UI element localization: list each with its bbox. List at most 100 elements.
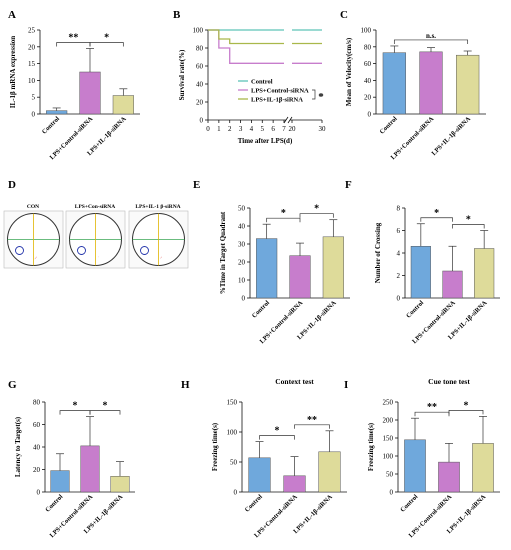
bar-0 (46, 110, 68, 115)
panel-I: Cue tone test 0 50 100 150 200 250 Freezing tim… (367, 377, 500, 539)
y-tick-label: 40 (238, 223, 246, 231)
significance-bracket-1 (89, 42, 124, 47)
legend-label-2: LPS+IL-1β-siRNA (251, 97, 303, 104)
y-tick-label: 100 (193, 27, 204, 35)
y-tick-label: 0 (242, 295, 246, 303)
x-tick-label: 6 (271, 125, 275, 133)
significance-label-1: ** (307, 415, 317, 426)
panel-letter-G: G (8, 379, 17, 391)
x-tick-label: 5 (261, 125, 265, 133)
panel-C: 0 20 40 60 80 100 Mean of Velocity(cm/s) Contro… (345, 27, 486, 161)
category-label-0: Control (244, 493, 264, 513)
y-tick-label: 60 (364, 60, 372, 68)
significance-label-1: * (104, 32, 109, 43)
y-tick-label: 80 (364, 43, 372, 51)
y-tick-label: 0 (32, 111, 36, 119)
panel-letter-E: E (193, 179, 200, 191)
category-label-0: Control (405, 299, 425, 319)
axis-break (287, 116, 293, 124)
y-tick-label: 6 (397, 227, 401, 235)
y-axis-label: %Time in Target Quadrant (219, 211, 227, 294)
y-tick-label: 30 (238, 241, 246, 249)
maze-swim-path-2 (160, 256, 162, 259)
y-axis-label: Freezing time(s) (211, 422, 219, 471)
x-tick-label: 0 (206, 125, 210, 133)
significance-bracket-0 (393, 39, 469, 44)
y-tick-label: 60 (33, 421, 41, 429)
x-tick-label: 4 (250, 125, 254, 133)
bar-2 (110, 476, 130, 493)
y-axis-label: Number of Crossing (374, 222, 382, 283)
maze-label-2: LPS+IL-1 β-siRNA (135, 204, 180, 210)
significance-label-0: * (434, 208, 439, 219)
panel-D: CON LPS+Con-siRNA LPS+IL-1 β-siRNA (3, 204, 189, 269)
bar-0 (410, 246, 431, 299)
bar-1 (438, 461, 460, 493)
y-tick-label: 8 (397, 205, 401, 213)
significance-label: * (318, 91, 324, 103)
bar-1 (419, 51, 443, 115)
category-label-2: LPS+IL-1β-siRNA (292, 493, 334, 535)
significance-bracket-1 (89, 410, 121, 415)
panel-letter-A: A (8, 9, 16, 21)
bar-2 (112, 95, 134, 115)
y-tick-label: 20 (364, 94, 372, 102)
significance-label-0: ** (427, 402, 437, 413)
panel-letter-B: B (173, 9, 181, 21)
y-tick-label: 150 (383, 435, 394, 443)
y-tick-label: 250 (383, 399, 394, 407)
x-tick-label: 2 (228, 125, 232, 133)
y-tick-label: 20 (238, 259, 246, 267)
y-axis-label: Latency to Target(s) (14, 416, 22, 477)
maze-platform-1 (77, 246, 86, 255)
y-tick-label: 50 (230, 459, 238, 467)
y-axis-label: Survival rate(%) (178, 49, 186, 100)
significance-bracket-0 (266, 217, 301, 223)
legend-label-0: Control (251, 79, 273, 86)
bar-2 (322, 236, 344, 299)
series-line-1 (208, 29, 322, 64)
y-tick-label: 80 (196, 45, 204, 53)
category-label-0: Control (44, 493, 64, 513)
y-tick-label: 0 (200, 117, 204, 125)
significance-label-1: * (103, 401, 108, 412)
maze-label-1: LPS+Con-siRNA (75, 204, 115, 210)
y-tick-label: 25 (28, 27, 36, 35)
bar-1 (289, 255, 311, 299)
significance-label-1: * (314, 204, 319, 215)
significance-bracket-1 (448, 410, 484, 415)
panel-letter-H: H (181, 379, 190, 391)
legend-bracket (312, 89, 316, 100)
series-line-2 (208, 29, 322, 45)
y-tick-label: 40 (33, 444, 41, 452)
chart-title: Context test (275, 377, 314, 386)
bar-0 (382, 52, 406, 115)
y-axis-label: Mean of Velocity(cm/s) (345, 37, 353, 106)
y-tick-label: 4 (397, 250, 401, 258)
maze-swim-path-0 (34, 256, 37, 260)
y-tick-label: 80 (33, 399, 41, 407)
y-tick-label: 20 (33, 466, 41, 474)
x-axis-label: Time after LPS(d) (238, 137, 293, 145)
y-tick-label: 40 (196, 81, 204, 89)
panel-letter-I: I (344, 379, 348, 391)
x-tick-label: 30 (319, 125, 327, 133)
bar-0 (50, 470, 70, 493)
bar-1 (80, 445, 100, 493)
y-tick-label: 60 (196, 63, 204, 71)
significance-bracket-1 (294, 424, 330, 429)
bar-0 (256, 238, 278, 299)
y-tick-label: 20 (196, 99, 204, 107)
legend-label-1: LPS+Control-siRNA (251, 88, 309, 95)
significance-label-1: * (466, 215, 471, 226)
bar-2 (456, 54, 480, 115)
category-label-0: Control (399, 493, 419, 513)
maze-platform-2 (140, 246, 149, 255)
significance-bracket-1 (299, 213, 334, 218)
category-label-2: LPS+IL-1β-siRNA (430, 115, 472, 157)
axis-break (283, 116, 289, 124)
